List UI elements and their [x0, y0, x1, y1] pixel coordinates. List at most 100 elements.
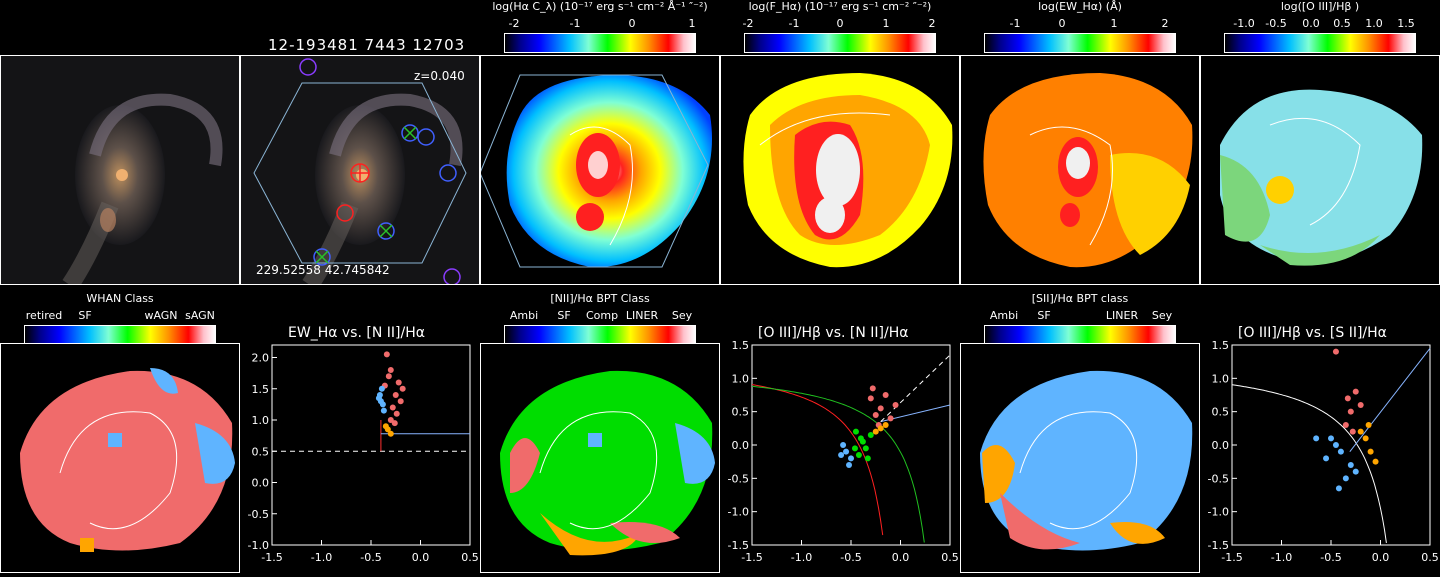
colorbar-tick: -1 [788, 17, 800, 30]
data-point [1328, 435, 1334, 442]
ifu-image-panel: z=0.040 229.52558 42.745842 [240, 55, 480, 290]
redshift-label: z=0.040 [414, 69, 465, 83]
data-point [1362, 435, 1369, 442]
map-nii-bpt-class [480, 343, 720, 573]
colorbar-title: WHAN Class [86, 292, 154, 305]
panel-frame [960, 343, 1200, 573]
data-point [1323, 455, 1330, 462]
colorbar-tick: LINER [625, 309, 659, 322]
panel-frame [480, 55, 720, 285]
x-tick-label: -0.5 [1320, 551, 1341, 564]
x-tick-label: -1.0 [791, 551, 812, 564]
data-point [1357, 402, 1364, 408]
y-tick-label: -1.0 [728, 506, 749, 519]
colorbar-tick: 0.5 [1333, 17, 1351, 30]
x-tick-label: 0.5 [1421, 551, 1439, 564]
x-tick-label: -1.0 [1271, 551, 1292, 564]
map-sii-bpt-class [960, 343, 1200, 573]
colorbar-tick: -1 [1009, 17, 1021, 30]
x-tick-label: 0.0 [1372, 551, 1390, 564]
data-point [877, 425, 884, 432]
data-point [1349, 428, 1356, 435]
data-point [1367, 448, 1374, 455]
map-oiii-hb [1200, 55, 1440, 285]
colorbar-tick: Sey [1151, 309, 1173, 322]
data-point [1344, 395, 1351, 402]
panel-frame [720, 55, 960, 285]
data-point [1313, 435, 1320, 442]
colorbar-gradient [744, 33, 936, 53]
colorbar-tick: retired [25, 309, 63, 322]
y-tick-label: -1.5 [728, 539, 749, 552]
data-point [838, 452, 845, 458]
colorbar-ha-flux: log(F_Hα) (10⁻¹⁷ erg s⁻¹ cm⁻² ″⁻²) -2 -1… [743, 0, 936, 56]
colorbar-gradient [504, 325, 696, 345]
y-tick-label: 1.5 [252, 383, 270, 396]
y-tick-label: -0.5 [728, 472, 749, 485]
ew-ha-map [983, 73, 1193, 268]
colorbar-gradient [984, 325, 1176, 345]
reference-line [880, 354, 951, 423]
scatter-plot-oiii-sii: -1.5 -1.0 -0.5 0.0 0.5 -1.5 -1.0 -0.5 0.0 0.5 1.0 1… [1208, 339, 1439, 564]
colorbar-tick: SF [78, 309, 92, 322]
data-point [1342, 422, 1349, 428]
y-tick-label: 0.0 [252, 477, 270, 490]
x-tick-label: 0.5 [461, 551, 479, 564]
data-point [387, 367, 394, 373]
colorbar-sii-bpt: [SII]/Hα BPT class Ambi SF LINER Sey [984, 292, 1176, 348]
y-tick-label: 1.0 [252, 414, 270, 427]
colorbar-tick: Ambi [509, 309, 539, 322]
colorbar-title: log([O III]/Hβ ) [1280, 0, 1360, 13]
colorbar-tick: SF [1037, 309, 1051, 322]
galaxy-image [0, 55, 240, 290]
data-point [1332, 348, 1339, 355]
y-tick-label: -1.0 [1208, 506, 1229, 519]
y-tick-label: 0.0 [732, 439, 750, 452]
coordinates-label: 229.52558 42.745842 [256, 263, 390, 277]
y-tick-label: -0.5 [1208, 472, 1229, 485]
colorbar-gradient [24, 325, 216, 345]
data-point [378, 385, 385, 392]
colorbar-tick: -1.0 [1233, 17, 1255, 30]
data-point [1365, 422, 1372, 428]
data-point [846, 462, 853, 468]
colorbar-tick: SF [557, 309, 571, 322]
map-ew-ha [960, 55, 1200, 285]
scatter-oiii-sii: [O III]/Hβ vs. [S II]/Hα -1.5 -1.0 -0.5 0.0… [1200, 325, 1440, 573]
panel-frame [0, 55, 240, 285]
data-point [852, 428, 859, 435]
y-tick-label: -1.0 [248, 539, 269, 552]
colorbar-title: [NII]/Hα BPT Class [550, 292, 650, 305]
scatter-title: EW_Hα vs. [N II]/Hα [288, 325, 425, 341]
colorbar-tick: Comp [585, 309, 619, 322]
y-tick-label: -1.5 [1208, 539, 1229, 552]
colorbar-tick: 0 [1058, 17, 1066, 30]
data-point [384, 426, 391, 433]
data-point [393, 410, 400, 417]
data-point [387, 430, 394, 437]
map-ha-continuum [479, 55, 720, 285]
y-tick-label: 1.5 [732, 339, 750, 352]
ha-flux-map [743, 73, 953, 268]
optical-image-panel [0, 55, 240, 290]
y-tick-label: 0.0 [1212, 439, 1230, 452]
colorbar-oiii-hb: log([O III]/Hβ ) -1.0 -0.5 0.0 0.5 1.0 1… [1224, 0, 1416, 56]
data-point [1352, 468, 1359, 475]
x-tick-label: -1.5 [1221, 551, 1242, 564]
data-point [379, 401, 386, 408]
x-tick-label: -1.0 [311, 551, 332, 564]
panel-frame [480, 343, 720, 573]
y-tick-label: 0.5 [252, 445, 270, 458]
data-point [877, 405, 884, 412]
data-point [848, 455, 854, 462]
colorbar-gradient [1224, 33, 1416, 53]
data-point [892, 402, 899, 408]
colorbar-tick: 1 [688, 17, 696, 30]
x-tick-label: 0.5 [941, 551, 959, 564]
colorbar-nii-bpt: [NII]/Hα BPT Class Ambi SF Comp LINER Se… [504, 292, 696, 348]
data-point [392, 392, 399, 398]
map-whan-class [0, 343, 240, 573]
data-point [851, 445, 858, 452]
panel-frame [1200, 55, 1440, 285]
ifu-footprint-image [240, 55, 480, 290]
